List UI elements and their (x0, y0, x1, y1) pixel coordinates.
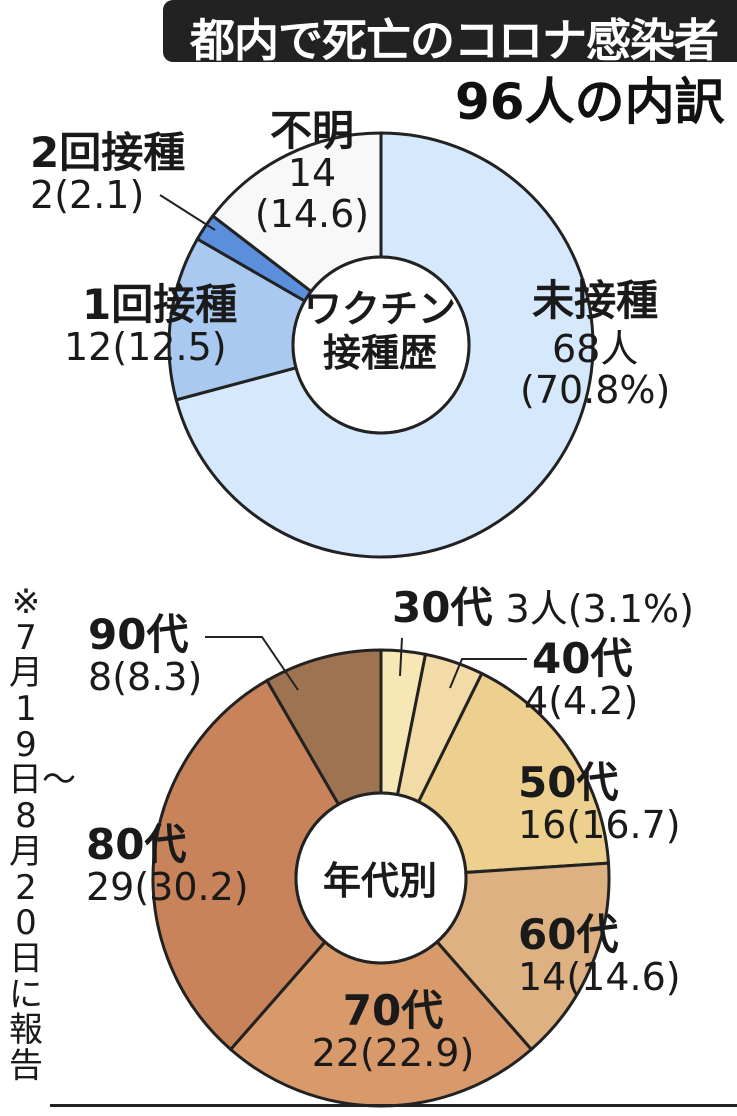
label-50s-pct: (16.7) (566, 803, 681, 848)
title-background (163, 0, 737, 62)
label-50s: 50代 16(16.7) (518, 760, 681, 846)
label-80s-pct: (30.2) (134, 865, 249, 910)
label-70s: 70代 22(22.9) (288, 988, 498, 1074)
age-center-line1: 年代別 (322, 859, 437, 903)
label-50s-name: 50代 (518, 758, 619, 807)
vaccine-center-line2: 接種歴 (322, 330, 437, 375)
label-50s-count: 16 (518, 803, 567, 848)
label-40s-name: 40代 (532, 634, 633, 683)
vaccination-pie (167, 131, 595, 559)
label-50s-value: 16(16.7) (518, 805, 681, 846)
label-unknown: 不明 14 (14.6) (252, 108, 372, 235)
leader-line-40s (449, 658, 527, 689)
label-60s-value: 14(14.6) (518, 957, 681, 998)
label-90s-count: 8 (88, 655, 113, 700)
label-unvaccinated: 未接種 68人 (70.8%) (520, 278, 670, 411)
label-1dose-name: 1回接種 (82, 280, 238, 329)
label-40s: 40代 4(4.2) (524, 634, 638, 722)
label-30s: 30代 3人(3.1%) (392, 585, 694, 630)
label-2dose-value: 2(2.1) (30, 175, 185, 216)
label-1dose-value: 12(12.5) (64, 327, 237, 368)
label-80s: 80代 29(30.2) (86, 822, 249, 908)
label-40s-count: 4 (524, 679, 549, 724)
leader-lines (159, 194, 527, 691)
label-40s-pct: (4.2) (548, 679, 639, 724)
label-1dose: 1回接種 12(12.5) (64, 282, 237, 368)
label-2dose-count: 2 (30, 173, 55, 218)
label-90s-name: 90代 (88, 610, 189, 659)
label-80s-value: 29(30.2) (86, 867, 249, 908)
label-unknown-name: 不明 (269, 106, 354, 155)
age-center-label: 年代別 (300, 859, 460, 904)
label-80s-name: 80代 (86, 820, 187, 869)
label-30s-name: 30代 (392, 583, 493, 632)
label-unvaccinated-pct: (70.8%) (520, 368, 671, 413)
label-70s-name: 70代 (342, 986, 444, 1035)
label-90s-pct: (8.3) (112, 655, 203, 700)
label-60s-name: 60代 (518, 910, 619, 959)
label-70s-count: 22 (311, 1031, 361, 1076)
label-30s-pct: (3.1%) (567, 587, 694, 631)
label-70s-value: 22(22.9) (288, 1033, 498, 1074)
label-40s-value: 4(4.2) (524, 681, 638, 722)
label-30s-count: 3人 (505, 587, 568, 631)
leader-line-2dose (159, 194, 216, 231)
chart-title: 都内で死亡のコロナ感染者 (190, 14, 719, 67)
date-range-note: ※7月19日〜8月20日に報告 (8, 582, 76, 1086)
vaccine-center-line1: ワクチン (303, 287, 456, 331)
age-center-hole (294, 791, 468, 965)
label-2dose: 2回接種 2(2.1) (30, 130, 185, 216)
label-unvaccinated-name: 未接種 (532, 276, 659, 325)
label-unknown-pct: (14.6) (254, 192, 370, 237)
label-60s-count: 14 (518, 955, 567, 1000)
leader-line-30s (399, 637, 403, 677)
label-unknown-count: 14 (287, 151, 337, 196)
label-2dose-pct: (2.1) (54, 173, 145, 218)
label-90s-value: 8(8.3) (88, 657, 202, 698)
label-1dose-pct: (12.5) (112, 325, 227, 370)
label-1dose-count: 12 (64, 325, 113, 370)
label-60s: 60代 14(14.6) (518, 912, 681, 998)
vaccine-center-hole (291, 255, 471, 435)
bottom-rule (50, 1104, 737, 1107)
vaccine-center-label: ワクチン 接種歴 (295, 287, 465, 375)
age-pie (151, 648, 611, 1108)
label-60s-pct: (14.6) (566, 955, 681, 1000)
label-70s-pct: (22.9) (360, 1031, 475, 1076)
chart-subtitle: 96人の内訳 (455, 73, 725, 131)
label-90s: 90代 8(8.3) (88, 612, 202, 698)
label-unvaccinated-count: 68人 (552, 327, 639, 372)
leader-line-90s (205, 636, 299, 691)
label-2dose-name: 2回接種 (30, 128, 186, 177)
label-80s-count: 29 (86, 865, 135, 910)
